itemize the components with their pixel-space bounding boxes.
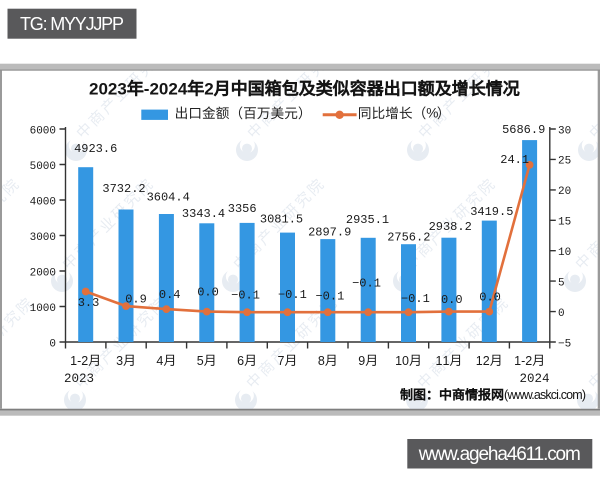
svg-text:−0.1: −0.1 — [352, 276, 381, 290]
svg-text:0.0: 0.0 — [441, 293, 463, 307]
svg-text:6: 6 — [237, 354, 244, 368]
svg-text:2: 2 — [204, 80, 213, 99]
svg-text:5686.9: 5686.9 — [502, 123, 545, 137]
svg-text:25: 25 — [558, 156, 571, 168]
svg-text:2935.1: 2935.1 — [346, 213, 389, 227]
svg-text:5000: 5000 — [30, 161, 56, 173]
svg-text:3.3: 3.3 — [78, 296, 100, 310]
svg-text:4923.6: 4923.6 — [74, 142, 117, 156]
svg-text:10: 10 — [395, 354, 409, 368]
svg-text:7: 7 — [278, 354, 285, 368]
svg-text:5: 5 — [558, 277, 565, 289]
svg-text:1-2: 1-2 — [70, 354, 88, 368]
svg-text:3343.4: 3343.4 — [182, 207, 225, 221]
svg-text:5: 5 — [197, 354, 204, 368]
svg-text:0: 0 — [49, 338, 56, 350]
svg-text:0.9: 0.9 — [125, 292, 147, 306]
svg-text:−0.1: −0.1 — [231, 289, 260, 303]
svg-text:1000: 1000 — [30, 303, 56, 315]
svg-text:-2024: -2024 — [144, 80, 188, 99]
svg-text:9: 9 — [358, 354, 365, 368]
svg-text:1-2: 1-2 — [514, 354, 532, 368]
svg-text:20: 20 — [558, 186, 571, 198]
svg-text:11: 11 — [436, 354, 450, 368]
svg-text:10: 10 — [558, 247, 571, 259]
svg-text:−5: −5 — [558, 338, 571, 350]
svg-text:4000: 4000 — [30, 196, 56, 208]
svg-text:3419.5: 3419.5 — [470, 205, 513, 219]
svg-text:0: 0 — [558, 308, 565, 320]
svg-text:3732.2: 3732.2 — [102, 182, 145, 196]
svg-text:3000: 3000 — [30, 232, 56, 244]
svg-text:2023: 2023 — [64, 372, 94, 386]
svg-text:3081.5: 3081.5 — [260, 213, 303, 227]
svg-text:3: 3 — [116, 354, 123, 368]
svg-text:3356: 3356 — [228, 202, 257, 216]
svg-text:15: 15 — [558, 217, 571, 229]
svg-text:30: 30 — [558, 125, 571, 137]
svg-text:2756.2: 2756.2 — [387, 231, 430, 245]
svg-text:24.1: 24.1 — [500, 153, 529, 167]
svg-text:2897.9: 2897.9 — [308, 226, 351, 240]
svg-text:2000: 2000 — [30, 267, 56, 279]
svg-text:0.0: 0.0 — [479, 291, 501, 305]
svg-text:6000: 6000 — [30, 125, 56, 137]
svg-text:2024: 2024 — [519, 372, 549, 386]
svg-text:−0.1: −0.1 — [278, 288, 307, 302]
svg-text:%: % — [426, 106, 438, 121]
svg-text:0.0: 0.0 — [197, 285, 219, 299]
svg-text:12: 12 — [476, 354, 490, 368]
svg-text:3604.4: 3604.4 — [147, 191, 190, 205]
svg-text:2023: 2023 — [89, 80, 127, 99]
svg-text:−0.1: −0.1 — [315, 289, 344, 303]
svg-text:TG: MYYJJPP: TG: MYYJJPP — [20, 14, 124, 34]
svg-text:0.4: 0.4 — [159, 288, 181, 302]
svg-text:www.ageha4611.com: www.ageha4611.com — [418, 444, 581, 465]
svg-text:−0.1: −0.1 — [401, 292, 430, 306]
svg-text:4: 4 — [156, 354, 163, 368]
svg-text:(www.askci.com): (www.askci.com) — [504, 388, 586, 402]
svg-text:2938.2: 2938.2 — [429, 220, 472, 234]
svg-text:8: 8 — [318, 354, 325, 368]
